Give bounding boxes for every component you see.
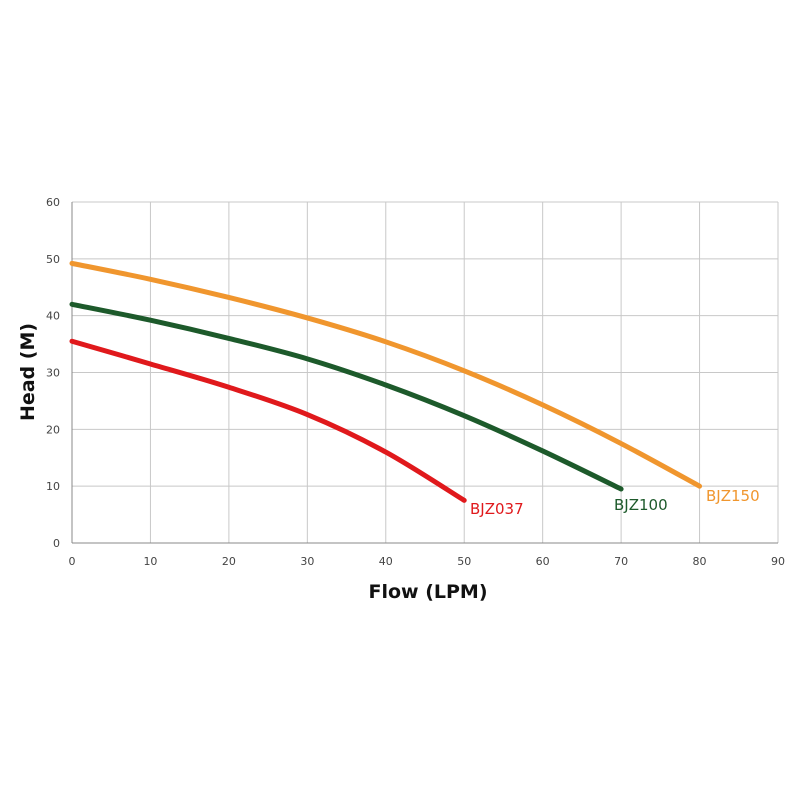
- y-tick-label: 40: [46, 310, 60, 323]
- x-tick-label: 80: [693, 555, 707, 568]
- tick-labels: 0 10 20 30 40 50 60 70 80 90 0 10 20 30 40 50 60: [46, 196, 785, 568]
- y-tick-label: 60: [46, 196, 60, 209]
- x-tick-label: 30: [300, 555, 314, 568]
- x-tick-label: 60: [536, 555, 550, 568]
- y-tick-label: 20: [46, 423, 60, 436]
- x-tick-label: 40: [379, 555, 393, 568]
- y-axis-title: Head (M): [17, 323, 39, 421]
- y-tick-label: 0: [53, 537, 60, 550]
- series-line-bjz100: [69, 301, 624, 492]
- x-tick-label: 50: [457, 555, 471, 568]
- series-label-bjz100: BJZ100: [614, 496, 668, 514]
- series-label-bjz150: BJZ150: [706, 487, 760, 505]
- y-tick-label: 10: [46, 480, 60, 493]
- x-tick-label: 10: [143, 555, 157, 568]
- y-tick-label: 50: [46, 253, 60, 266]
- series-lines: [69, 260, 703, 503]
- x-tick-label: 70: [614, 555, 628, 568]
- y-tick-label: 30: [46, 367, 60, 380]
- x-tick-label: 20: [222, 555, 236, 568]
- x-tick-label: 0: [69, 555, 76, 568]
- x-axis-title: Flow (LPM): [368, 581, 487, 603]
- x-tick-label: 90: [771, 555, 785, 568]
- series-label-bjz037: BJZ037: [470, 500, 524, 518]
- series-line-bjz037: [69, 338, 467, 503]
- series-labels: BJZ150 BJZ100 BJZ037: [470, 487, 760, 518]
- series-line-bjz150: [69, 260, 703, 489]
- grid: [71, 201, 779, 544]
